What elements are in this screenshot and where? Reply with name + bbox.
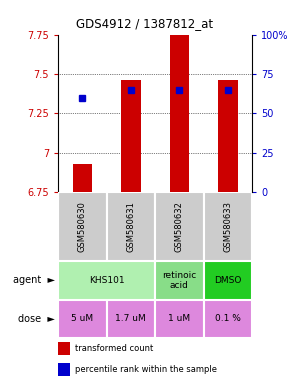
Text: 1 uM: 1 uM [168, 314, 191, 323]
Text: 0.1 %: 0.1 % [215, 314, 241, 323]
Bar [58, 261, 155, 300]
Text: transformed count: transformed count [75, 344, 154, 353]
Text: GSM580630: GSM580630 [78, 201, 87, 252]
Text: GSM580631: GSM580631 [126, 201, 135, 252]
Bar [155, 192, 204, 261]
Text: GSM580632: GSM580632 [175, 201, 184, 252]
Text: dose  ►: dose ► [18, 314, 55, 324]
Bar [218, 80, 238, 192]
Text: agent  ►: agent ► [13, 275, 55, 285]
Bar [155, 300, 204, 338]
Bar [155, 261, 204, 300]
Bar [204, 261, 252, 300]
Bar [121, 80, 141, 192]
Bar [58, 192, 106, 261]
Text: GDS4912 / 1387812_at: GDS4912 / 1387812_at [77, 17, 213, 30]
Bar [58, 363, 70, 376]
Text: 1.7 uM: 1.7 uM [115, 314, 146, 323]
Bar [106, 192, 155, 261]
Text: DMSO: DMSO [214, 276, 242, 285]
Bar [58, 342, 70, 355]
Bar [58, 300, 106, 338]
Text: KHS101: KHS101 [89, 276, 124, 285]
Bar [170, 16, 189, 192]
Bar [204, 192, 252, 261]
Text: percentile rank within the sample: percentile rank within the sample [75, 365, 218, 374]
Text: GSM580633: GSM580633 [224, 201, 233, 252]
Bar [106, 300, 155, 338]
Text: retinoic
acid: retinoic acid [162, 271, 197, 290]
Bar [72, 164, 92, 192]
Text: 5 uM: 5 uM [71, 314, 93, 323]
Bar [204, 300, 252, 338]
